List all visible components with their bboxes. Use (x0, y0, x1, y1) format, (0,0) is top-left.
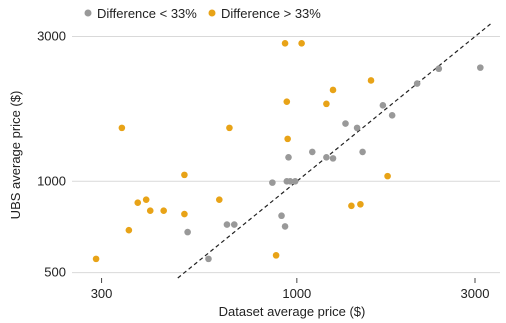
data-point (384, 172, 391, 180)
data-point (205, 255, 212, 263)
data-point (184, 228, 191, 236)
data-point (125, 226, 133, 234)
data-point (283, 98, 291, 105)
data-point (118, 124, 126, 132)
data-point (298, 40, 305, 47)
data-point (181, 171, 188, 179)
y-axis-ticks: 500 1000 3000 (37, 29, 66, 280)
data-point (269, 179, 276, 186)
data-point (357, 200, 364, 208)
y-tick-label: 3000 (37, 29, 66, 44)
legend-marker (208, 9, 216, 17)
data-point (477, 64, 484, 71)
data-point (308, 148, 316, 156)
data-point (92, 255, 100, 263)
data-point (281, 223, 289, 230)
data-point (223, 221, 231, 228)
data-point (226, 124, 233, 132)
data-point (281, 40, 289, 47)
data-point (230, 221, 238, 228)
data-point (388, 112, 396, 119)
identity-line (177, 23, 491, 279)
data-point (359, 148, 366, 156)
data-point (329, 155, 337, 162)
data-point (323, 100, 330, 108)
data-points (92, 40, 484, 263)
legend-label: Difference > 33% (221, 6, 321, 21)
x-axis-ticks: 300 1000 3000 (91, 278, 490, 301)
data-point (329, 86, 337, 94)
y-axis-label: UBS average price ($) (8, 91, 23, 220)
data-point (435, 65, 443, 73)
y-tick-label: 1000 (37, 173, 66, 188)
x-axis-label: Dataset average price ($) (219, 304, 366, 319)
data-point (286, 177, 294, 185)
data-point (142, 196, 150, 203)
legend: Difference < 33% Difference > 33% (84, 6, 321, 21)
data-point (160, 207, 167, 214)
gridlines (72, 36, 500, 274)
legend-label: Difference < 33% (97, 6, 197, 21)
data-point (285, 153, 292, 161)
data-point (379, 102, 387, 109)
legend-marker (84, 9, 92, 17)
y-tick-label: 500 (44, 265, 66, 280)
data-point (181, 210, 188, 218)
reference-line (177, 23, 491, 279)
data-point (367, 77, 375, 84)
data-point (146, 207, 154, 214)
data-point (278, 212, 285, 220)
data-point (272, 252, 280, 259)
data-point (284, 135, 291, 143)
data-point (353, 124, 361, 132)
data-point (291, 177, 299, 185)
data-point (342, 120, 349, 127)
data-point (323, 153, 330, 161)
data-point (413, 80, 421, 87)
data-point (216, 196, 223, 203)
x-tick-label: 1000 (282, 286, 311, 301)
data-point (348, 202, 355, 210)
x-tick-label: 300 (91, 286, 113, 301)
x-tick-label: 3000 (461, 286, 490, 301)
data-point (134, 199, 142, 207)
